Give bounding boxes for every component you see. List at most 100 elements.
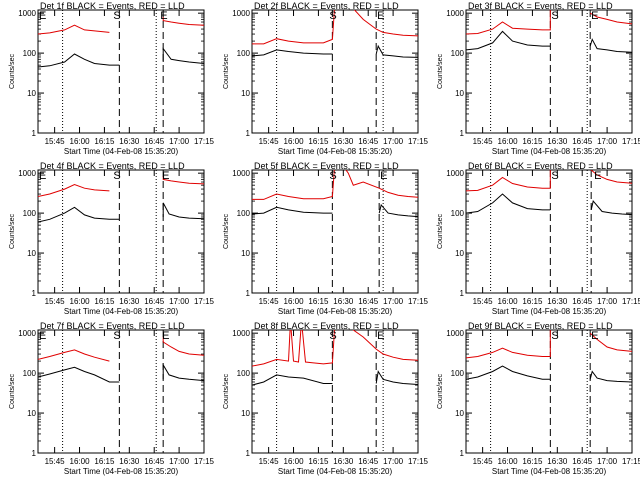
y-tick-label: 1000: [18, 169, 36, 178]
x-tick-label: 16:45: [572, 137, 593, 146]
y-tick-label: 1: [32, 449, 37, 458]
series-line-events: [252, 44, 418, 58]
y-tick-label: 10: [27, 249, 36, 258]
plot-frame: [37, 9, 205, 134]
x-tick-label: 16:00: [498, 457, 519, 466]
x-tick-label: 15:45: [259, 457, 280, 466]
x-tick-label: 16:15: [522, 297, 543, 306]
x-tick-label: 16:45: [358, 297, 379, 306]
series-line-lld: [466, 10, 632, 35]
y-tick-label: 1: [460, 289, 465, 298]
x-tick-label: 16:30: [333, 297, 354, 306]
series-line-lld: [38, 17, 204, 35]
x-axis-label: Start Time (04-Feb-08 15:35:20): [278, 467, 393, 476]
x-tick-label: 17:00: [383, 297, 404, 306]
x-tick-label: 15:45: [473, 297, 494, 306]
chart-panel-9: Det 9f BLACK = Events, RED = LLD 1 10 100 10…: [437, 321, 640, 476]
x-tick-label: 16:15: [522, 137, 543, 146]
chart-panel-2: Det 2f BLACK = Events, RED = LLD 1 10 100 10…: [223, 1, 429, 156]
y-tick-label: 1: [460, 129, 465, 138]
x-tick-label: 17:00: [597, 457, 618, 466]
x-axis-label: Start Time (04-Feb-08 15:35:20): [492, 147, 607, 156]
time-marker-label: E: [591, 330, 598, 342]
chart-panel-3: Det 3f BLACK = Events, RED = LLD 1 10 100 10…: [437, 1, 640, 156]
x-tick-label: 16:00: [284, 457, 305, 466]
x-tick-label: 16:30: [547, 457, 568, 466]
time-marker-label: S: [113, 170, 120, 182]
chart-title: Det 9f BLACK = Events, RED = LLD: [468, 321, 613, 331]
x-tick-label: 16:15: [308, 137, 329, 146]
y-tick-label: 100: [23, 369, 37, 378]
y-tick-label: 1000: [232, 9, 250, 18]
y-tick-label: 10: [241, 249, 250, 258]
time-marker-label: S: [329, 330, 336, 342]
plot-frame: [465, 9, 633, 134]
y-axis-label: Counts/sec: [223, 213, 230, 249]
x-tick-label: 17:15: [194, 457, 215, 466]
series-line-events: [466, 365, 632, 383]
time-marker-label: S: [551, 10, 558, 22]
y-tick-label: 100: [237, 49, 251, 58]
x-tick-label: 17:00: [597, 297, 618, 306]
chart-title: Det 5f BLACK = Events, RED = LLD: [254, 161, 399, 171]
x-tick-label: 16:00: [284, 137, 305, 146]
x-tick-label: 17:15: [408, 297, 429, 306]
y-tick-label: 100: [451, 209, 465, 218]
chart-panel-7: Det 7f BLACK = Events, RED = LLD 1 10 100 10…: [9, 321, 215, 476]
y-axis-label: Counts/sec: [9, 213, 16, 249]
x-tick-label: 16:00: [498, 137, 519, 146]
chart-panel-4: Det 4f BLACK = Events, RED = LLD 1 10 100 10…: [9, 161, 215, 316]
series-line-lld: [252, 170, 418, 200]
y-axis-label: Counts/sec: [437, 213, 444, 249]
chart-panel-8: Det 8f BLACK = Events, RED = LLD 1 10 100 10…: [223, 321, 429, 476]
y-tick-label: 1: [460, 449, 465, 458]
y-tick-label: 10: [241, 409, 250, 418]
x-tick-label: 17:00: [383, 137, 404, 146]
y-axis-label: Counts/sec: [437, 53, 444, 89]
x-tick-label: 15:45: [45, 297, 66, 306]
x-tick-label: 17:15: [622, 137, 640, 146]
x-tick-label: 17:15: [408, 137, 429, 146]
x-tick-label: 16:45: [144, 137, 165, 146]
y-tick-label: 10: [27, 89, 36, 98]
y-axis-label: Counts/sec: [437, 373, 444, 409]
x-axis-label: Start Time (04-Feb-08 15:35:20): [492, 467, 607, 476]
x-axis-label: Start Time (04-Feb-08 15:35:20): [278, 307, 393, 316]
time-marker-label: S: [329, 10, 336, 22]
plot-frame: [251, 169, 419, 294]
time-marker-label: E: [377, 330, 384, 342]
y-tick-label: 100: [451, 49, 465, 58]
time-marker-label: E: [380, 170, 387, 182]
y-tick-label: 100: [237, 209, 251, 218]
x-tick-label: 16:45: [572, 457, 593, 466]
x-axis-label: Start Time (04-Feb-08 15:35:20): [278, 147, 393, 156]
y-tick-label: 1: [246, 129, 251, 138]
time-marker-label: E: [39, 330, 46, 342]
x-tick-label: 17:00: [597, 137, 618, 146]
y-tick-label: 1000: [18, 9, 36, 18]
x-tick-label: 16:30: [119, 457, 140, 466]
plot-frame: [37, 329, 205, 454]
series-line-events: [252, 203, 418, 218]
chart-title: Det 4f BLACK = Events, RED = LLD: [40, 161, 185, 171]
y-tick-label: 10: [241, 89, 250, 98]
x-tick-label: 16:15: [522, 457, 543, 466]
time-marker-label: S: [113, 10, 120, 22]
x-tick-label: 16:30: [333, 137, 354, 146]
x-tick-label: 15:45: [45, 137, 66, 146]
y-tick-label: 100: [23, 209, 37, 218]
x-tick-label: 15:45: [473, 457, 494, 466]
y-tick-label: 100: [451, 369, 465, 378]
x-axis-label: Start Time (04-Feb-08 15:35:20): [492, 307, 607, 316]
x-tick-label: 16:45: [358, 457, 379, 466]
x-tick-label: 16:45: [144, 297, 165, 306]
x-tick-label: 16:15: [308, 297, 329, 306]
x-tick-label: 16:00: [498, 297, 519, 306]
x-tick-label: 17:00: [169, 137, 190, 146]
x-tick-label: 16:30: [119, 297, 140, 306]
y-tick-label: 10: [455, 409, 464, 418]
y-tick-label: 1000: [446, 329, 464, 338]
series-line-events: [38, 47, 204, 68]
x-tick-label: 17:15: [622, 297, 640, 306]
